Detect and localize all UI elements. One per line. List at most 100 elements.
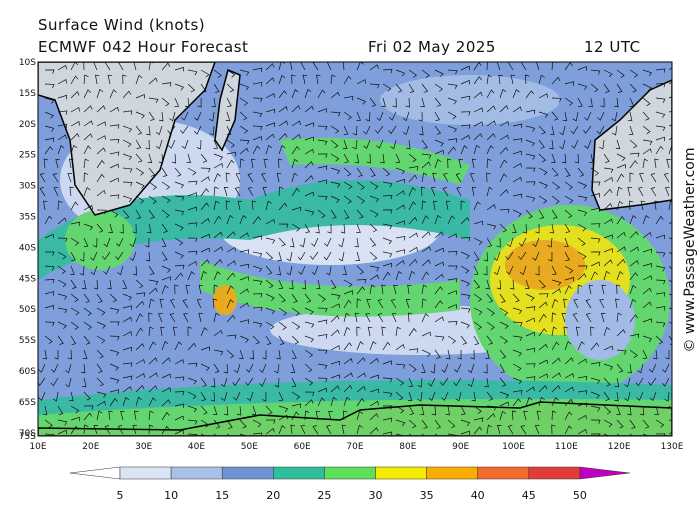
wind-barb: [342, 410, 348, 421]
wind-barb: [367, 326, 373, 337]
wind-barb: [330, 111, 341, 117]
wind-barb: [460, 200, 466, 211]
wind-barb: [239, 147, 249, 155]
wind-barb: [460, 134, 470, 141]
wind-barb: [460, 293, 471, 300]
wind-barb: [187, 326, 192, 336]
wind-barb: [564, 277, 574, 282]
wind-barb: [434, 286, 443, 295]
wind-barb: [161, 82, 172, 87]
wind-barb: [83, 391, 91, 401]
wind-barb: [211, 377, 216, 388]
wind-barb: [266, 419, 276, 424]
wind-barb: [561, 153, 567, 164]
wind-barb: [133, 62, 137, 71]
wind-barb: [213, 215, 222, 225]
wind-barb: [668, 279, 672, 283]
lon-label: 80E: [399, 442, 416, 452]
wind-barb: [473, 144, 481, 155]
wind-barb: [590, 419, 601, 425]
wind-barb: [365, 111, 371, 122]
wind-barb: [382, 360, 392, 365]
wind-barb: [603, 234, 613, 239]
wind-barb: [434, 214, 442, 225]
wind-barb: [381, 284, 386, 295]
wind-barb: [239, 215, 247, 225]
wind-barb: [213, 69, 222, 78]
wind-barb: [109, 124, 120, 129]
wind-barb: [70, 62, 79, 71]
wind-barb: [496, 237, 501, 248]
wind-barb: [525, 331, 535, 337]
wind-barb: [577, 402, 587, 407]
wind-barb: [148, 326, 154, 337]
wind-barb: [395, 167, 406, 175]
wind-barb: [588, 97, 593, 108]
wind-barb: [473, 279, 481, 289]
wind-barb: [441, 391, 449, 401]
wind-barb: [252, 97, 263, 103]
wind-barb: [406, 139, 411, 150]
colorbar-label: 40: [471, 489, 485, 502]
wind-barb: [473, 76, 482, 85]
wind-barb: [158, 153, 164, 164]
wind-barb: [421, 215, 429, 225]
wind-barb: [523, 410, 528, 421]
wind-barb: [226, 139, 236, 148]
wind-barb: [524, 74, 530, 85]
wind-barb: [109, 177, 119, 183]
wind-barb: [343, 358, 353, 365]
wind-barb: [356, 195, 365, 204]
wind-barb: [343, 384, 353, 393]
lon-label: 40E: [188, 442, 205, 452]
wind-barb: [135, 111, 145, 119]
wind-barb: [427, 377, 436, 387]
wind-barb: [525, 181, 536, 186]
wind-barb: [57, 79, 67, 85]
wind-barb: [562, 111, 568, 122]
wind-barb: [174, 376, 185, 381]
wind-barb: [185, 284, 190, 295]
wind-barb: [356, 385, 366, 393]
wind-barb: [82, 349, 88, 359]
wind-barb: [278, 293, 286, 303]
wind-barb: [290, 363, 296, 373]
wind-barb: [83, 62, 88, 71]
wind-barb: [343, 125, 349, 135]
colorbar-label: 20: [266, 489, 280, 502]
wind-barb: [317, 397, 326, 407]
wind-barb: [133, 410, 139, 421]
wind-barb: [291, 403, 302, 408]
wind-barb: [356, 397, 365, 407]
wind-barb: [174, 223, 184, 231]
wind-barb: [369, 374, 379, 379]
wind-barb: [577, 273, 587, 281]
lat-label: 55S: [19, 336, 36, 346]
wind-barb: [119, 223, 124, 234]
wind-barb: [147, 223, 152, 234]
wind-barb: [250, 158, 256, 169]
wind-barb: [599, 299, 605, 309]
wind-barb: [174, 272, 184, 281]
wind-barb: [159, 111, 164, 122]
wind-barb: [330, 345, 340, 351]
wind-barb: [434, 69, 444, 78]
wind-barb: [510, 74, 516, 85]
wind-barb: [265, 63, 275, 71]
wind-barb: [590, 193, 600, 198]
wind-barb: [382, 341, 391, 351]
wind-barb: [525, 279, 530, 289]
wind-barb: [616, 173, 625, 183]
wind-barb: [278, 120, 288, 127]
wind-barb: [551, 195, 560, 204]
wind-barb: [363, 125, 371, 135]
wind-barb: [304, 377, 314, 386]
wind-barb: [290, 424, 295, 435]
lat-label: 75S: [19, 432, 36, 442]
wind-barb: [486, 133, 496, 141]
wind-barb: [532, 237, 540, 247]
wind-barb: [187, 405, 198, 413]
wind-barb: [408, 363, 417, 372]
wind-barb: [226, 97, 232, 107]
wind-barb: [369, 357, 379, 365]
